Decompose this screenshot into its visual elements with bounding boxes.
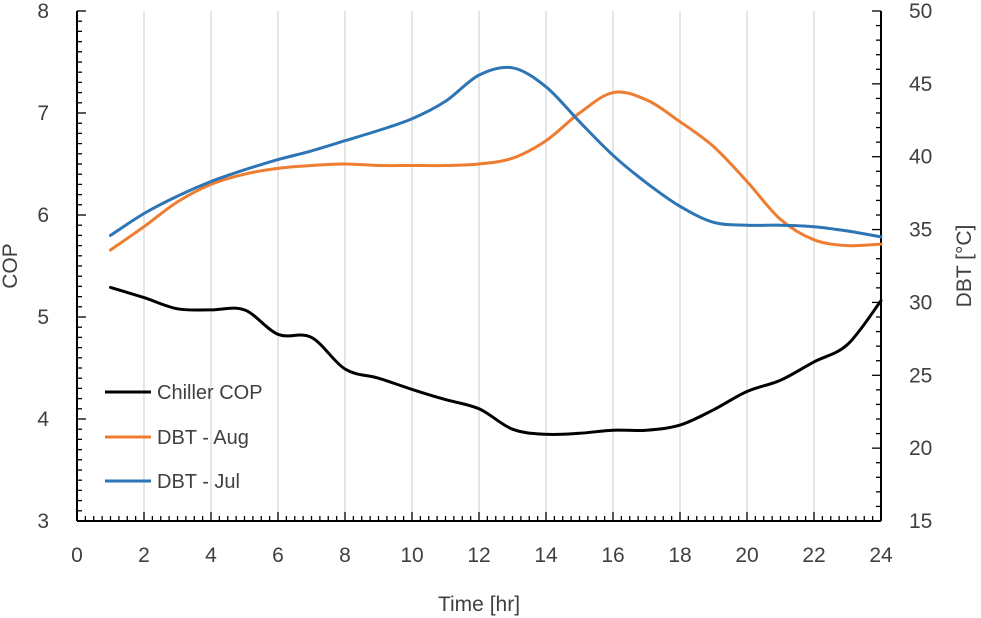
x-tick-label: 8 (339, 544, 351, 567)
y-left-tick-label: 7 (37, 102, 49, 125)
legend-label-chiller-cop: Chiller COP (157, 382, 263, 404)
y-right-tick-label: 50 (909, 0, 932, 23)
x-tick-label: 6 (272, 544, 284, 567)
x-tick-label: 20 (735, 544, 758, 567)
y-right-tick-label: 40 (909, 146, 932, 169)
y-right-tick-label: 30 (909, 291, 932, 314)
y-axis-right-title: DBT [°C] (953, 225, 976, 308)
x-tick-label: 12 (467, 544, 490, 567)
x-tick-label: 22 (802, 544, 825, 567)
y-right-tick-label: 35 (909, 219, 932, 242)
grid-lines (143, 11, 815, 521)
y-left-tick-label: 6 (37, 204, 49, 227)
x-tick-label: 16 (601, 544, 624, 567)
tick-labels: 0 2 4 6 8 10 12 14 16 18 20 22 243456781520253035404… (37, 0, 932, 567)
y-right-tick-label: 45 (909, 73, 932, 96)
y-right-tick-label: 25 (909, 364, 932, 387)
legend-label-dbt-jul: DBT - Jul (157, 471, 240, 493)
y-axis-left-title: COP (0, 243, 22, 289)
legend: Chiller COP DBT - Aug DBT - Jul (105, 382, 263, 493)
series-line-dbt-jul (109, 65, 883, 239)
y-right-tick-label: 15 (909, 510, 932, 533)
x-tick-label: 14 (534, 544, 558, 567)
x-tick-label: 24 (869, 544, 893, 567)
x-tick-label: 2 (138, 544, 150, 567)
y-left-tick-label: 5 (37, 306, 49, 329)
x-axis-title: Time [hr] (438, 593, 520, 616)
y-left-tick-label: 8 (37, 0, 49, 23)
x-tick-label: 4 (205, 544, 217, 567)
legend-label-dbt-aug: DBT - Aug (157, 427, 249, 449)
y-left-tick-label: 4 (37, 408, 49, 431)
series-line-chiller-cop (109, 285, 883, 437)
x-tick-label: 10 (400, 544, 423, 567)
series-line-dbt-aug (109, 90, 883, 252)
y-right-tick-label: 20 (909, 437, 932, 460)
series-lines (109, 65, 883, 437)
y-left-tick-label: 3 (37, 510, 49, 533)
x-tick-label: 18 (668, 544, 691, 567)
x-tick-label: 0 (71, 544, 83, 567)
